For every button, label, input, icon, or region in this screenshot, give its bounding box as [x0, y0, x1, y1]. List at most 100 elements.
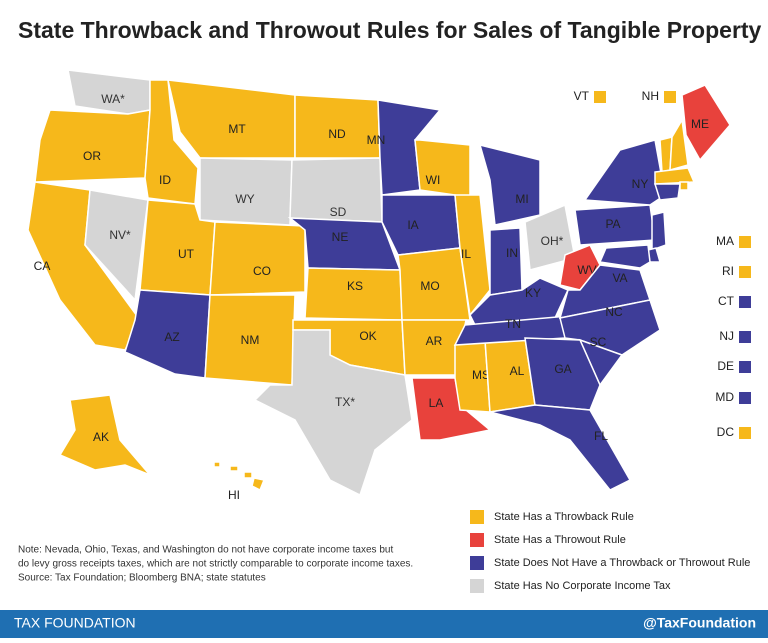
legend-label: State Has a Throwout Rule — [494, 534, 626, 546]
state-shape — [651, 211, 667, 252]
state: HI — [213, 461, 266, 502]
state-label: WV — [577, 263, 596, 277]
state: KS — [304, 267, 403, 321]
state-shape — [489, 404, 632, 491]
state-label: IL — [461, 247, 471, 261]
state: NM — [204, 294, 296, 386]
small-state-box — [739, 236, 751, 248]
small-state-label: DC — [717, 425, 735, 439]
title: State Throwback and Throwout Rules for S… — [18, 17, 762, 43]
state: GA — [524, 337, 601, 411]
state-shape — [84, 189, 149, 302]
small-state-label: MD — [715, 390, 734, 404]
note-line: do levy gross receipts taxes, which are … — [18, 559, 413, 570]
small-state-box — [739, 331, 751, 343]
state-label: PA — [605, 217, 620, 231]
state-shape — [414, 139, 471, 199]
footer-bar — [0, 610, 768, 638]
state-label: TN — [505, 317, 521, 331]
small-state-label: VT — [574, 89, 590, 103]
small-state-box — [739, 427, 751, 439]
small-state-box — [739, 266, 751, 278]
state-label: AR — [426, 334, 443, 348]
state-label: ME — [691, 117, 709, 131]
footer-left: TAX FOUNDATION — [14, 615, 136, 631]
state-label: KY — [525, 286, 541, 300]
state-label: WY — [235, 192, 254, 206]
state-label: AZ — [164, 330, 179, 344]
state-shape — [489, 227, 523, 296]
state-shape — [243, 471, 253, 479]
legend-swatch — [470, 556, 484, 570]
state: SD — [289, 157, 383, 223]
small-state-box — [594, 91, 606, 103]
state-shape — [524, 337, 601, 411]
state-label: SD — [330, 205, 347, 219]
state: AR — [401, 319, 467, 376]
state-label: VA — [612, 271, 627, 285]
state-shape — [583, 139, 666, 206]
state-shape — [304, 267, 403, 321]
legend-swatch — [470, 510, 484, 524]
legend-swatch — [470, 533, 484, 547]
state-shape — [598, 244, 651, 269]
state: NE — [287, 217, 402, 271]
state: WI — [414, 139, 471, 199]
state-label: HI — [228, 488, 240, 502]
state: MI — [478, 143, 541, 226]
state: WV — [559, 244, 601, 291]
state: ID — [144, 79, 199, 205]
state-shape — [58, 394, 151, 476]
state-label: OK — [359, 329, 376, 343]
small-state-label: RI — [722, 264, 734, 278]
state: CO — [209, 221, 306, 296]
state: WY — [199, 157, 293, 226]
state: FL — [489, 404, 632, 491]
state-label: FL — [594, 429, 608, 443]
state: TX* — [253, 329, 413, 497]
state-shape — [253, 329, 413, 497]
state-label: WA* — [101, 92, 125, 106]
state-label: UT — [178, 247, 195, 261]
state-shape — [167, 79, 296, 159]
state: WA* — [67, 69, 151, 115]
state: SC — [578, 335, 624, 387]
small-state-label: NH — [642, 89, 659, 103]
state-shape — [478, 143, 541, 226]
small-state-box — [739, 392, 751, 404]
note-line: Source: Tax Foundation; Bloomberg BNA; s… — [18, 573, 266, 584]
state-label: MT — [228, 122, 246, 136]
state-label: WI — [426, 173, 441, 187]
state-label: MI — [515, 192, 528, 206]
state-label: NY — [632, 177, 649, 191]
state: MO — [397, 247, 471, 321]
state-label: SC — [590, 335, 607, 349]
state-label: ND — [328, 127, 346, 141]
state-label: KS — [347, 279, 363, 293]
state-shape — [669, 117, 689, 172]
state-label: CO — [253, 264, 271, 278]
state-label: OR — [83, 149, 101, 163]
state-label: LA — [429, 396, 444, 410]
state-shape — [381, 194, 461, 256]
state-shape — [681, 84, 731, 162]
state-label: CA — [34, 259, 51, 273]
state-label: OH* — [541, 234, 564, 248]
note-line: Note: Nevada, Ohio, Texas, and Washingto… — [18, 545, 393, 556]
state: IL — [454, 194, 491, 317]
state-shape — [34, 109, 151, 183]
state-label: NC — [605, 305, 623, 319]
state-shape — [654, 167, 696, 185]
state: OR — [34, 109, 151, 183]
state: IN — [489, 227, 523, 296]
state-label: MS — [472, 368, 490, 382]
state-label: MN — [367, 133, 386, 147]
state-label: MO — [420, 279, 439, 293]
state: ND — [294, 94, 381, 159]
state-label: NV* — [109, 228, 131, 242]
state-shape — [209, 221, 306, 296]
small-state-label: DE — [717, 359, 734, 373]
state-label: ID — [159, 173, 171, 187]
